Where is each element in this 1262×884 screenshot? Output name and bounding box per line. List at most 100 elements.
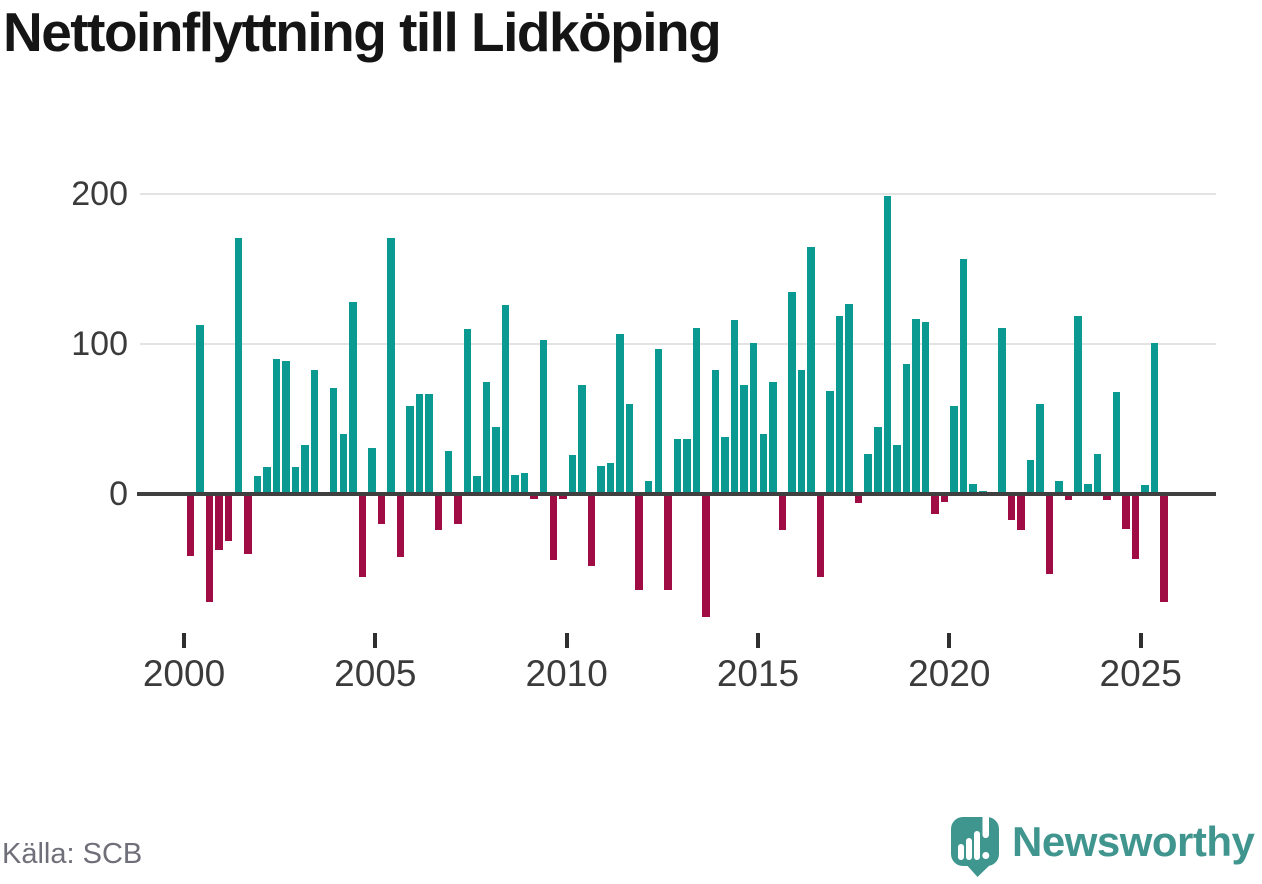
bar-positive	[959, 258, 968, 494]
bar-positive	[692, 327, 701, 494]
bar-positive	[492, 426, 500, 494]
bar-negative	[530, 494, 538, 499]
x-tick-mark	[947, 633, 952, 648]
bar-positive	[654, 348, 662, 494]
bar-positive	[883, 195, 891, 494]
bar-positive	[291, 467, 300, 494]
bar-negative	[224, 494, 233, 541]
bar-positive	[1084, 483, 1092, 494]
bar-negative	[1064, 494, 1073, 500]
bar-positive	[625, 404, 634, 494]
bar-positive	[721, 437, 729, 494]
bar-negative	[587, 494, 596, 566]
x-tick-label: 2025	[1099, 653, 1182, 694]
bar-positive	[864, 453, 872, 494]
bar-positive	[406, 405, 414, 494]
x-tick-mark	[564, 633, 569, 648]
bar-negative	[1017, 494, 1025, 530]
source-label: Källa: SCB	[2, 838, 143, 870]
bar-positive	[921, 321, 930, 494]
x-tick-mark	[755, 633, 760, 648]
bar-positive	[511, 474, 519, 494]
x-tick-label: 2010	[525, 653, 608, 694]
bar-positive	[1055, 480, 1063, 494]
bar-positive	[253, 476, 262, 494]
bar-negative	[664, 494, 672, 590]
bar-positive	[788, 291, 796, 494]
bar-positive	[874, 426, 882, 494]
bar-negative	[358, 494, 367, 577]
bar-positive	[568, 455, 576, 494]
bar-positive	[1036, 404, 1044, 494]
bar-positive	[644, 480, 653, 494]
bar-positive	[349, 302, 357, 494]
bar-positive	[578, 384, 586, 494]
x-tick-mark	[182, 633, 186, 648]
bar-positive	[520, 473, 529, 494]
bar-positive	[387, 237, 395, 494]
newsworthy-wordmark: Newsworthy	[1012, 818, 1255, 865]
newsworthy-logo-icon	[945, 806, 1003, 879]
bar-positive	[597, 465, 605, 494]
bar-negative	[1131, 494, 1140, 559]
logo-mini-bar-1	[958, 844, 964, 860]
bar-positive	[473, 476, 481, 494]
y-tick-label: 100	[71, 325, 128, 363]
x-tick-label: 2020	[908, 653, 991, 694]
logo-bubble-tail	[964, 862, 993, 877]
bar-positive	[234, 237, 242, 494]
logo-exclamation-bar	[982, 807, 989, 838]
bar-positive	[893, 444, 901, 494]
bar-positive	[711, 369, 720, 494]
bar-negative	[454, 494, 462, 524]
x-tick-label: 2015	[716, 653, 800, 694]
bar-positive	[950, 405, 958, 494]
bar-negative	[854, 494, 863, 503]
y-tick-label: 200	[71, 175, 128, 213]
bar-positive	[969, 483, 977, 494]
bar-positive	[482, 381, 491, 494]
bar-positive	[196, 324, 204, 494]
bar-positive	[272, 359, 281, 494]
bar-positive	[683, 438, 691, 494]
bar-positive	[415, 393, 424, 494]
bar-negative	[186, 494, 195, 556]
bar-positive	[310, 369, 319, 494]
y-gridline	[140, 193, 1216, 195]
bar-positive	[368, 447, 376, 494]
bar-positive	[501, 305, 510, 494]
x-tick-label: 2005	[334, 653, 417, 694]
bar-positive	[730, 320, 739, 494]
bar-negative	[244, 494, 252, 554]
bar-positive	[845, 303, 853, 494]
bar-positive	[1026, 459, 1035, 494]
bar-positive	[463, 329, 472, 494]
bar-positive	[1141, 485, 1149, 494]
logo-exclamation-dot	[982, 852, 990, 859]
bar-positive	[263, 467, 271, 494]
bar-positive	[797, 369, 806, 494]
bar-positive	[1074, 315, 1082, 494]
bar-positive	[807, 246, 815, 494]
bar-negative	[549, 494, 557, 560]
bar-negative	[434, 494, 443, 530]
bar-negative	[215, 494, 223, 550]
bar-negative	[778, 494, 786, 530]
bar-negative	[559, 494, 567, 499]
logo-mini-bar-2	[966, 838, 972, 860]
bar-positive	[425, 393, 433, 494]
bar-positive	[616, 333, 624, 494]
bar-positive	[1093, 453, 1101, 494]
bar-negative	[1160, 494, 1168, 602]
bar-positive	[1150, 342, 1159, 494]
x-tick-mark	[373, 633, 378, 648]
bar-negative	[1007, 494, 1016, 520]
logo-mini-bar-3	[974, 831, 980, 860]
zero-axis-line	[137, 491, 1216, 496]
bar-positive	[444, 450, 452, 494]
bar-positive	[835, 315, 844, 494]
bar-negative	[1122, 494, 1130, 529]
bar-positive	[673, 438, 681, 494]
y-tick-label: 0	[109, 475, 128, 513]
